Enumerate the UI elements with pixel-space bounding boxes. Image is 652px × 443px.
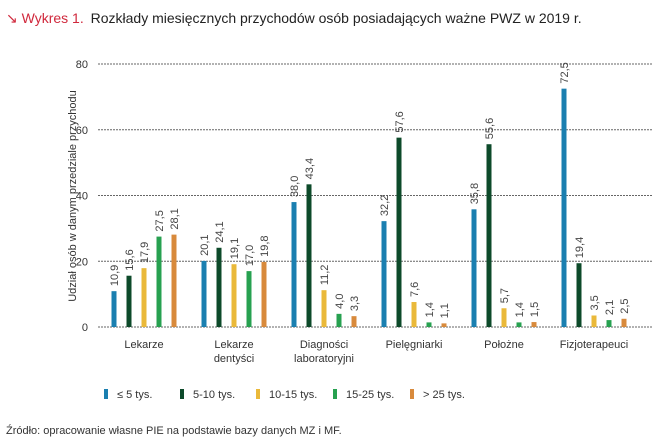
- bar: [501, 308, 507, 327]
- y-axis-label: Udział osób w danym przedziale przychodu: [67, 90, 79, 302]
- data-label: 5,7: [499, 288, 511, 303]
- data-label: 35,8: [469, 183, 481, 204]
- category-label: Pielęgniarki: [386, 339, 443, 351]
- legend-swatch: [180, 389, 184, 399]
- bar: [111, 291, 117, 327]
- data-label: 2,5: [619, 298, 631, 313]
- bar: [201, 260, 207, 327]
- y-tick-label: 20: [76, 256, 88, 268]
- bar: [231, 264, 237, 327]
- category-label: Fizjoterapeuci: [560, 339, 628, 351]
- data-label: 1,1: [439, 303, 451, 318]
- data-label: 27,5: [154, 210, 166, 231]
- data-label: 4,0: [334, 294, 346, 309]
- data-label: 17,0: [244, 245, 256, 266]
- data-label: 72,5: [559, 62, 571, 83]
- data-label: 11,2: [319, 265, 331, 286]
- y-tick-label: 60: [76, 125, 88, 137]
- bar: [591, 315, 597, 327]
- bar: [246, 271, 252, 327]
- bar: [516, 322, 522, 327]
- bar: [606, 320, 612, 327]
- data-label: 1,5: [529, 302, 541, 317]
- bar: [156, 236, 162, 327]
- legend-swatch: [104, 389, 108, 399]
- data-label: 57,6: [394, 111, 406, 132]
- data-label: 10,9: [109, 265, 121, 286]
- bar: [381, 221, 387, 327]
- legend-label: > 25 tys.: [423, 389, 465, 401]
- y-tick-label: 0: [82, 322, 88, 334]
- bar: [471, 209, 477, 327]
- bar: [261, 261, 267, 327]
- bar: [426, 322, 432, 327]
- legend-swatch: [333, 389, 337, 399]
- data-label: 19,8: [259, 235, 271, 256]
- bar: [411, 302, 417, 327]
- category-label: Diagności: [300, 339, 348, 351]
- legend-swatch: [256, 389, 260, 399]
- legend-label: 15-25 tys.: [346, 389, 394, 401]
- bar: [216, 247, 222, 327]
- data-label: 3,5: [589, 295, 601, 310]
- y-tick-label: 40: [76, 191, 88, 203]
- category-label: laboratoryjni: [294, 353, 354, 365]
- data-label: 20,1: [199, 234, 211, 255]
- bar: [486, 144, 492, 327]
- data-label: 32,2: [379, 195, 391, 216]
- category-label: dentyści: [214, 353, 254, 365]
- data-label: 24,1: [214, 221, 226, 242]
- data-label: 28,1: [169, 208, 181, 229]
- data-label: 17,9: [139, 242, 151, 263]
- category-label: Lekarze: [124, 339, 163, 351]
- bar: [336, 313, 342, 327]
- legend-label: ≤ 5 tys.: [117, 389, 152, 401]
- bar: [321, 290, 327, 327]
- bar: [561, 88, 567, 327]
- data-label: 55,6: [484, 118, 496, 139]
- y-tick-label: 80: [76, 59, 88, 71]
- figure-header: ↘ Wykres 1. Rozkłady miesięcznych przych…: [6, 10, 582, 27]
- data-label: 19,4: [574, 237, 586, 258]
- bar: [621, 318, 627, 327]
- legend-label: 5-10 tys.: [193, 389, 235, 401]
- figure-number: ↘ Wykres 1.: [6, 10, 84, 26]
- bar: [351, 316, 357, 327]
- bar: [576, 263, 582, 327]
- data-label: 1,4: [514, 302, 526, 317]
- legend-swatch: [410, 389, 414, 399]
- data-label: 3,3: [349, 296, 361, 311]
- source-note: Źródło: opracowanie własne PIE na podsta…: [6, 425, 342, 437]
- bar: [396, 137, 402, 327]
- data-label: 43,4: [304, 158, 316, 179]
- bar: [531, 322, 537, 327]
- bar: [441, 323, 447, 327]
- bar: [291, 202, 297, 327]
- data-label: 38,0: [289, 176, 301, 197]
- category-label: Lekarze: [214, 339, 253, 351]
- bar: [306, 184, 312, 327]
- data-label: 1,4: [424, 302, 436, 317]
- bar: [126, 275, 132, 327]
- bar: [141, 268, 147, 327]
- data-label: 19,1: [229, 238, 241, 259]
- data-label: 2,1: [604, 300, 616, 315]
- bar: [171, 234, 177, 327]
- legend-label: 10-15 tys.: [269, 389, 317, 401]
- figure-title: Rozkłady miesięcznych przychodów osób po…: [90, 10, 582, 26]
- data-label: 7,6: [409, 282, 421, 297]
- data-label: 15,6: [124, 249, 136, 270]
- category-label: Położne: [484, 339, 524, 351]
